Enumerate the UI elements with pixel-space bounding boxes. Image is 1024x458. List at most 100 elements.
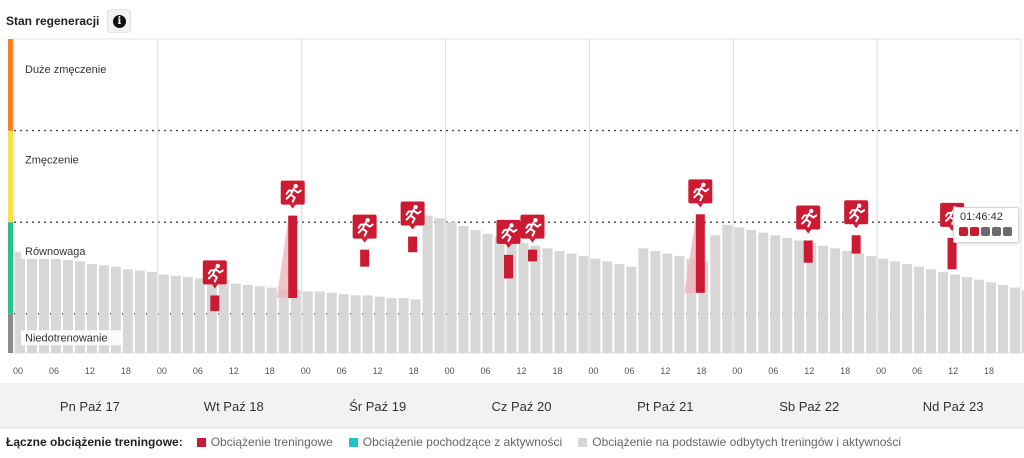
hour-tick-label: 00: [876, 366, 886, 376]
chart-header: Stan regeneracji i: [6, 9, 132, 33]
zone-fatigue-strip: [8, 130, 13, 223]
day-label: Pt Paź 21: [637, 399, 693, 414]
load-bar: [206, 279, 217, 353]
load-bar: [302, 291, 313, 353]
load-bar: [98, 265, 109, 353]
hour-tick-label: 18: [409, 366, 419, 376]
training-bar: [360, 249, 370, 267]
zone-label: Niedotrenowanie: [25, 332, 108, 344]
zone-label-bg: [21, 243, 85, 259]
runner-body: [357, 221, 374, 237]
runner-body: [849, 207, 866, 223]
load-bar: [458, 226, 469, 353]
load-bar: [866, 256, 877, 353]
load-bar: [602, 261, 613, 353]
legend-item-total: Obciążenie na podstawie odbytych trening…: [578, 435, 901, 449]
hour-tick-label: 06: [193, 366, 203, 376]
load-bar: [470, 230, 481, 353]
runner-body: [501, 226, 518, 242]
training-bar: [803, 240, 813, 263]
load-bar: [722, 224, 733, 353]
load-bar: [26, 254, 37, 353]
hour-tick-label: 18: [984, 366, 994, 376]
load-bar: [386, 298, 397, 353]
running-icon: [844, 200, 869, 229]
training-bar: [210, 295, 220, 312]
load-bar: [746, 230, 757, 353]
running-icon: [496, 219, 521, 248]
zone-label: Zmęczenie: [25, 154, 79, 166]
runner-body: [285, 187, 302, 203]
day-label: Nd Paź 23: [923, 399, 984, 414]
load-bar: [15, 252, 25, 353]
day-label: Śr Paź 19: [349, 399, 406, 414]
legend-swatch: [196, 437, 206, 447]
plot-area: [13, 38, 1022, 354]
load-bar: [902, 264, 913, 353]
load-bar: [218, 282, 229, 353]
runner-head: [809, 208, 814, 214]
load-bar: [710, 235, 721, 353]
load-bar: [530, 245, 541, 353]
legend-title: Łączne obciążenie treningowe:: [6, 435, 183, 449]
day-label: Cz Paź 20: [492, 399, 552, 414]
hour-tick-label: 12: [804, 366, 814, 376]
load-bar: [242, 284, 253, 353]
load-bar: [230, 283, 241, 353]
training-bar: [288, 215, 298, 299]
hour-tick-label: 12: [373, 366, 383, 376]
load-bar: [566, 253, 577, 353]
legend-swatch: [348, 437, 358, 447]
hour-tick-label: 06: [624, 366, 634, 376]
running-icon-pointer: [529, 238, 536, 243]
day-label: Wt Paź 18: [204, 399, 264, 414]
zone-high-strip: [8, 39, 13, 131]
runner-head: [365, 217, 370, 223]
load-bar: [854, 253, 865, 353]
load-bar: [674, 256, 685, 353]
training-ramp: [684, 214, 697, 293]
day-row: [0, 383, 1024, 428]
hour-tick-label: 06: [768, 366, 778, 376]
running-icon: [400, 201, 425, 230]
hour-tick-label: 12: [516, 366, 526, 376]
day-label: Sb Paź 22: [779, 399, 839, 414]
info-icon[interactable]: i: [107, 9, 132, 33]
load-bar: [650, 250, 661, 353]
tooltip-level-dot: [959, 227, 968, 236]
load-bar: [278, 288, 289, 353]
running-icon: [520, 214, 545, 243]
page-title: Stan regeneracji: [6, 14, 100, 28]
load-bar: [50, 258, 61, 353]
load-bar: [758, 232, 769, 353]
running-icon-pointer: [697, 203, 704, 208]
load-bar: [662, 253, 673, 353]
load-bar: [554, 250, 565, 353]
load-bar: [374, 296, 385, 353]
load-bar: [1010, 287, 1020, 353]
hour-tick-label: 12: [85, 366, 95, 376]
load-bar: [506, 240, 517, 353]
load-bar: [878, 258, 889, 353]
load-bar: [626, 266, 637, 353]
load-bar: [734, 227, 745, 353]
hour-tick-label: 12: [229, 366, 239, 376]
running-icon-pointer: [361, 238, 368, 243]
load-bar: [578, 256, 589, 353]
training-ramp: [276, 215, 289, 299]
load-bar: [782, 237, 793, 353]
training-bar: [695, 214, 705, 293]
runner-head: [293, 183, 298, 189]
running-icon-pointer: [505, 243, 512, 248]
load-bar: [338, 294, 349, 353]
load-bar: [122, 269, 133, 353]
tooltip-level-dots: [959, 227, 1014, 236]
load-bar: [998, 284, 1009, 353]
info-glyph: i: [112, 14, 126, 28]
tooltip-level-dot: [1003, 227, 1012, 236]
load-bar: [614, 264, 625, 353]
runner-head: [413, 204, 418, 210]
day-label: Pn Paź 17: [60, 399, 120, 414]
running-icon: [796, 205, 821, 234]
load-bar: [794, 240, 805, 353]
